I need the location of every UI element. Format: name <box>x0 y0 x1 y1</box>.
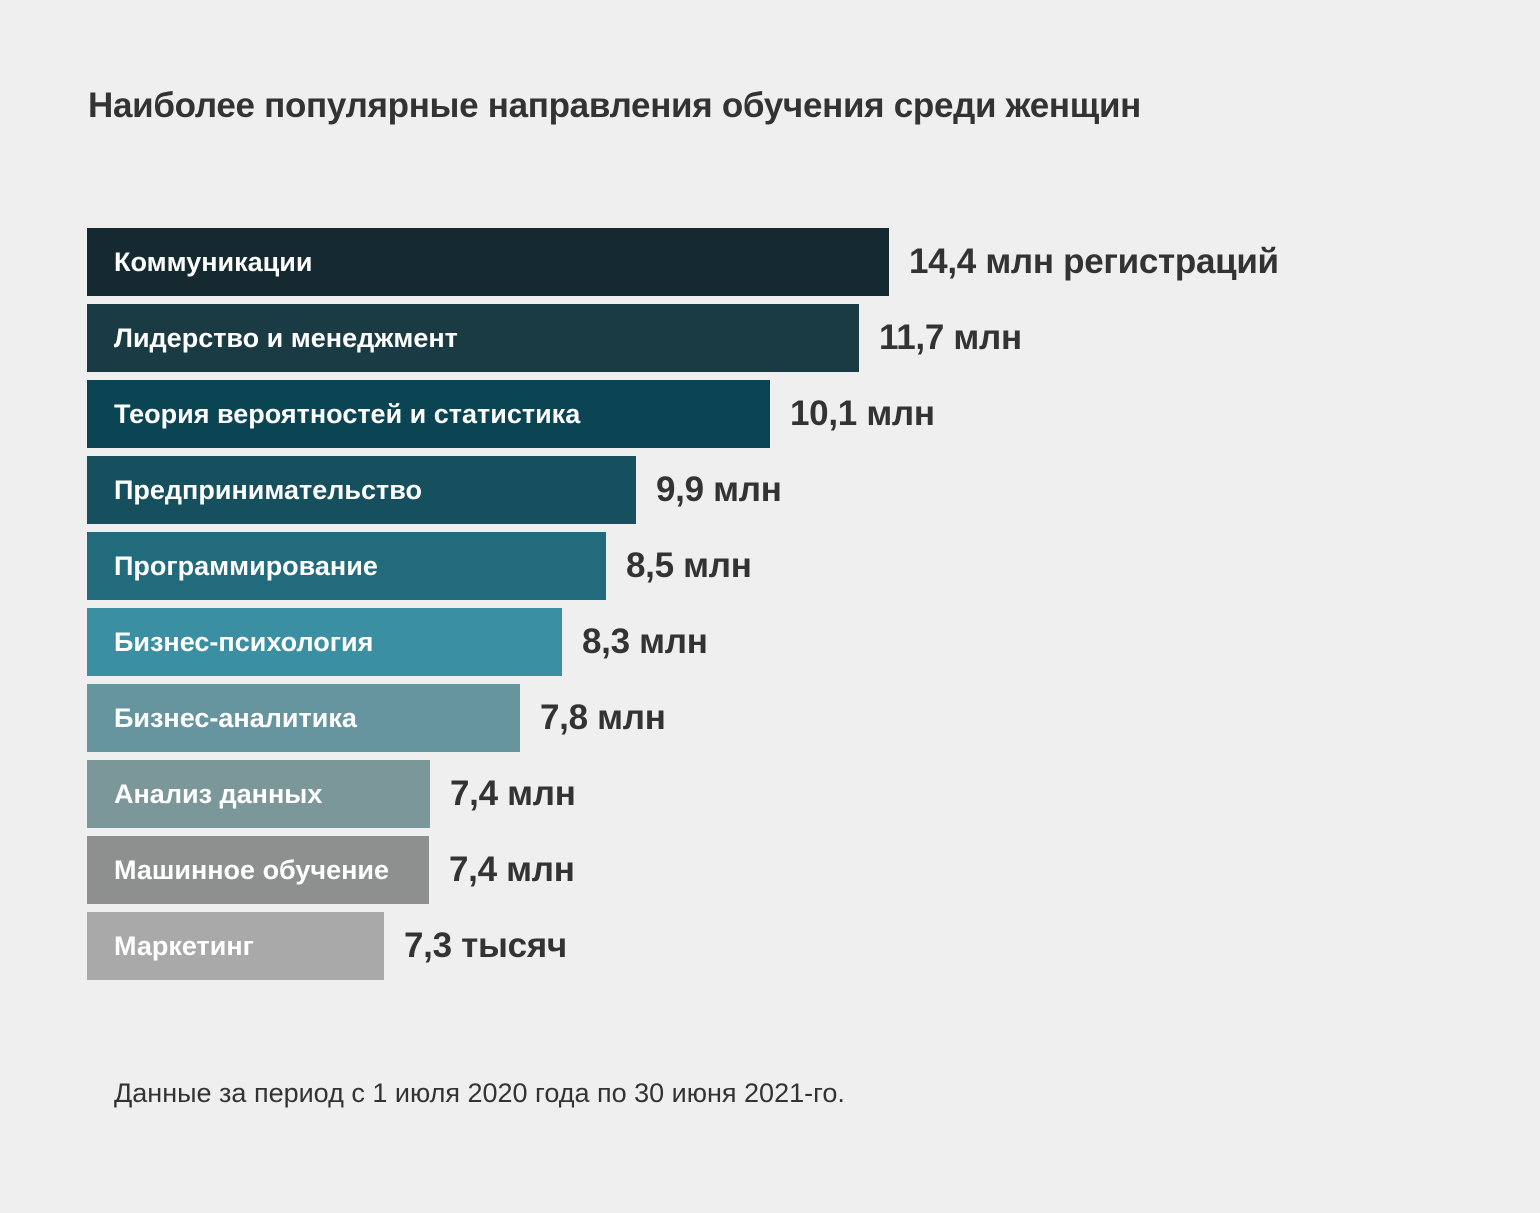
bar-category-label: Машинное обучение <box>114 855 390 885</box>
bar-row: Теория вероятностей и статистика 10,1 млн <box>87 380 1487 448</box>
bar-category-label: Бизнес-аналитика <box>114 703 357 733</box>
bar-chart: Коммуникации 14,4 млн регистраций Лидерств… <box>87 228 1487 988</box>
bar-row: Анализ данных 7,4 млн <box>87 760 1487 828</box>
bar-row: Предпринимательство 9,9 млн <box>87 456 1487 524</box>
bar-category-label: Маркетинг <box>114 931 254 961</box>
bar <box>87 912 384 980</box>
bar-value-label: 7,4 млн <box>449 850 575 889</box>
bar-category-label: Предпринимательство <box>114 475 422 505</box>
bar <box>87 228 889 296</box>
bar-category-label: Программирование <box>114 551 378 581</box>
bar-value-label: 7,4 млн <box>450 774 576 813</box>
bar <box>87 836 429 904</box>
bar <box>87 532 606 600</box>
bar-category-label: Теория вероятностей и статистика <box>114 399 581 429</box>
footnote: Данные за период с 1 июля 2020 года по 3… <box>114 1078 845 1108</box>
bar <box>87 304 859 372</box>
bar <box>87 608 562 676</box>
bar-category-label: Анализ данных <box>114 779 323 809</box>
bar-row: Бизнес-психология 8,3 млн <box>87 608 1487 676</box>
bar-value-label: 14,4 млн регистраций <box>909 242 1279 281</box>
chart-title: Наиболее популярные направления обучения… <box>88 86 1142 125</box>
bar-category-label: Лидерство и менеджмент <box>114 323 458 353</box>
bar-value-label: 8,3 млн <box>582 622 708 661</box>
bar-value-label: 7,3 тысяч <box>404 926 567 965</box>
bar-row: Машинное обучение 7,4 млн <box>87 836 1487 904</box>
bar-row: Лидерство и менеджмент 11,7 млн <box>87 304 1487 372</box>
bar-row: Коммуникации 14,4 млн регистраций <box>87 228 1487 296</box>
bar <box>87 456 636 524</box>
bar <box>87 380 770 448</box>
bar-value-label: 10,1 млн <box>790 394 935 433</box>
bar <box>87 760 430 828</box>
bar-row: Маркетинг 7,3 тысяч <box>87 912 1487 980</box>
bar-value-label: 11,7 млн <box>879 318 1022 357</box>
bar-value-label: 7,8 млн <box>540 698 666 737</box>
bar-category-label: Коммуникации <box>114 247 313 277</box>
bar-row: Программирование 8,5 млн <box>87 532 1487 600</box>
bar-row: Бизнес-аналитика 7,8 млн <box>87 684 1487 752</box>
bar <box>87 684 520 752</box>
bar-value-label: 9,9 млн <box>656 470 782 509</box>
bar-value-label: 8,5 млн <box>626 546 752 585</box>
bar-category-label: Бизнес-психология <box>114 627 374 657</box>
